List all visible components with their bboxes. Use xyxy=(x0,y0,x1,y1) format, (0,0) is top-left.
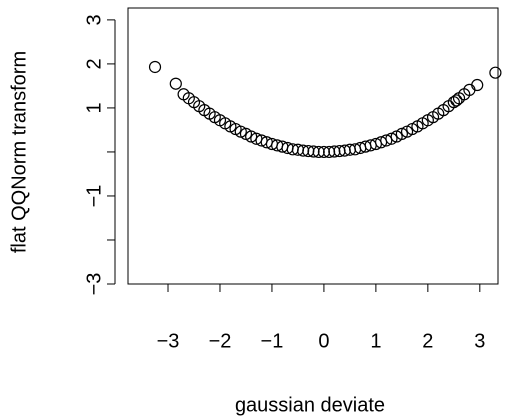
y-axis-label: flat QQNorm transform xyxy=(8,51,30,253)
x-tick-label: −1 xyxy=(261,330,284,352)
x-tick-label: 3 xyxy=(474,330,485,352)
point xyxy=(148,60,162,74)
point xyxy=(245,130,258,143)
x-tick-label: −3 xyxy=(157,330,180,352)
point xyxy=(395,127,408,140)
point xyxy=(169,77,182,90)
x-axis-label: gaussian deviate xyxy=(235,394,385,416)
x-tick-label: −2 xyxy=(209,330,232,352)
point xyxy=(471,78,484,92)
y-tick-label: 3 xyxy=(83,14,105,25)
point xyxy=(489,66,502,79)
point xyxy=(312,145,325,159)
point xyxy=(385,132,398,145)
x-tick-label: 1 xyxy=(370,330,381,352)
point xyxy=(234,125,247,138)
y-tick-label: 1 xyxy=(83,102,105,113)
point xyxy=(380,134,393,147)
y-tick-label: −1 xyxy=(83,185,105,208)
x-tick-label: 2 xyxy=(422,330,433,352)
y-tick-label: 2 xyxy=(83,58,105,69)
x-tick-label: 0 xyxy=(318,330,329,352)
point xyxy=(450,94,463,107)
y-tick-label: −3 xyxy=(83,273,105,296)
